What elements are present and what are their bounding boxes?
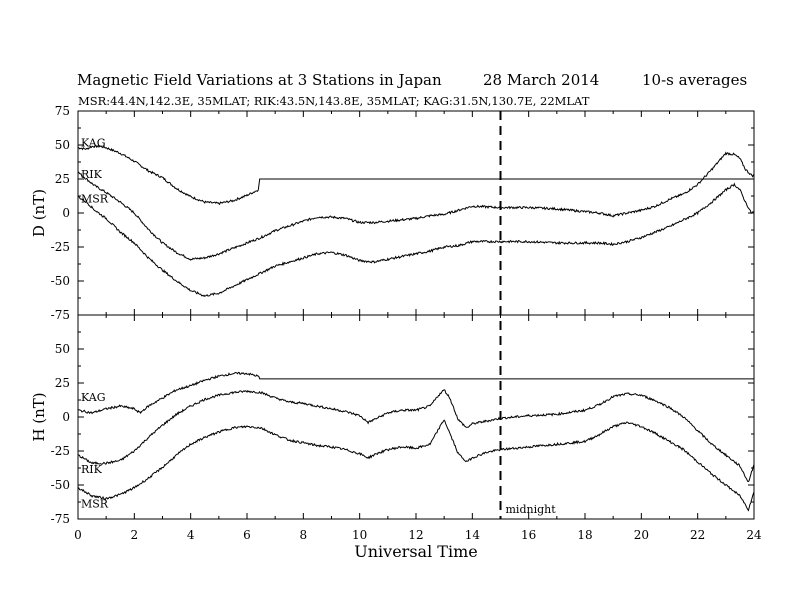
series-line-top-rik [77,151,755,261]
x-tick-label: 24 [746,528,762,542]
x-tick-label: 18 [577,528,592,542]
y-tick-label-bottom: -25 [51,444,70,458]
y-axis-label-top: D (nT) [30,189,48,237]
y-tick-label-bottom: 25 [55,376,70,390]
title-date: 28 March 2014 [483,71,600,89]
series-label-bottom-msr: MSR [81,498,109,511]
y-tick-label-top: -75 [51,308,70,322]
x-tick-label: 12 [408,528,423,542]
chart-title: Magnetic Field Variations at 3 Stations … [77,71,757,93]
y-tick-label-bottom: 0 [62,410,70,424]
y-tick-label-top: 50 [55,138,70,152]
x-tick-label: 16 [521,528,536,542]
y-tick-label-top: -25 [51,240,70,254]
panel-frame-top [77,110,755,316]
midnight-label: midnight [506,503,557,516]
chart-subtitle: MSR:44.4N,142.3E, 35MLAT; RIK:43.5N,143.… [78,94,590,108]
x-tick-label: 4 [187,528,195,542]
series-label-bottom-kag: KAG [81,391,106,404]
panel-frame-bottom [77,314,755,520]
x-tick-label: 0 [74,528,82,542]
x-tick-label: 2 [131,528,139,542]
y-tick-label-top: -50 [51,274,70,288]
series-label-top-rik: RIK [81,168,103,181]
y-tick-label-top: 0 [62,206,70,220]
x-tick-label: 6 [243,528,251,542]
series-label-top-kag: KAG [81,137,106,150]
y-tick-label-bottom: 50 [55,342,70,356]
series-label-top-msr: MSR [81,193,109,206]
x-axis-label: Universal Time [354,542,477,561]
title-main: Magnetic Field Variations at 3 Stations … [77,71,442,89]
y-tick-label-bottom: -50 [51,478,70,492]
series-line-bottom-msr [77,419,755,512]
series-line-bottom-kag [77,371,754,415]
series-line-top-kag [78,144,754,206]
y-tick-label-top: 75 [55,104,70,118]
series-line-top-msr [77,182,755,297]
x-tick-label: 14 [465,528,481,542]
x-tick-label: 8 [300,528,308,542]
y-tick-label-bottom: -75 [51,512,70,526]
title-averaging: 10-s averages [642,71,748,89]
x-tick-label: 20 [634,528,649,542]
series-label-bottom-rik: RIK [81,463,103,476]
series-line-bottom-rik [77,389,755,483]
y-axis-label-bottom: H (nT) [30,392,48,441]
x-tick-label: 10 [352,528,367,542]
y-tick-label-top: 25 [55,172,70,186]
x-tick-label: 22 [690,528,705,542]
